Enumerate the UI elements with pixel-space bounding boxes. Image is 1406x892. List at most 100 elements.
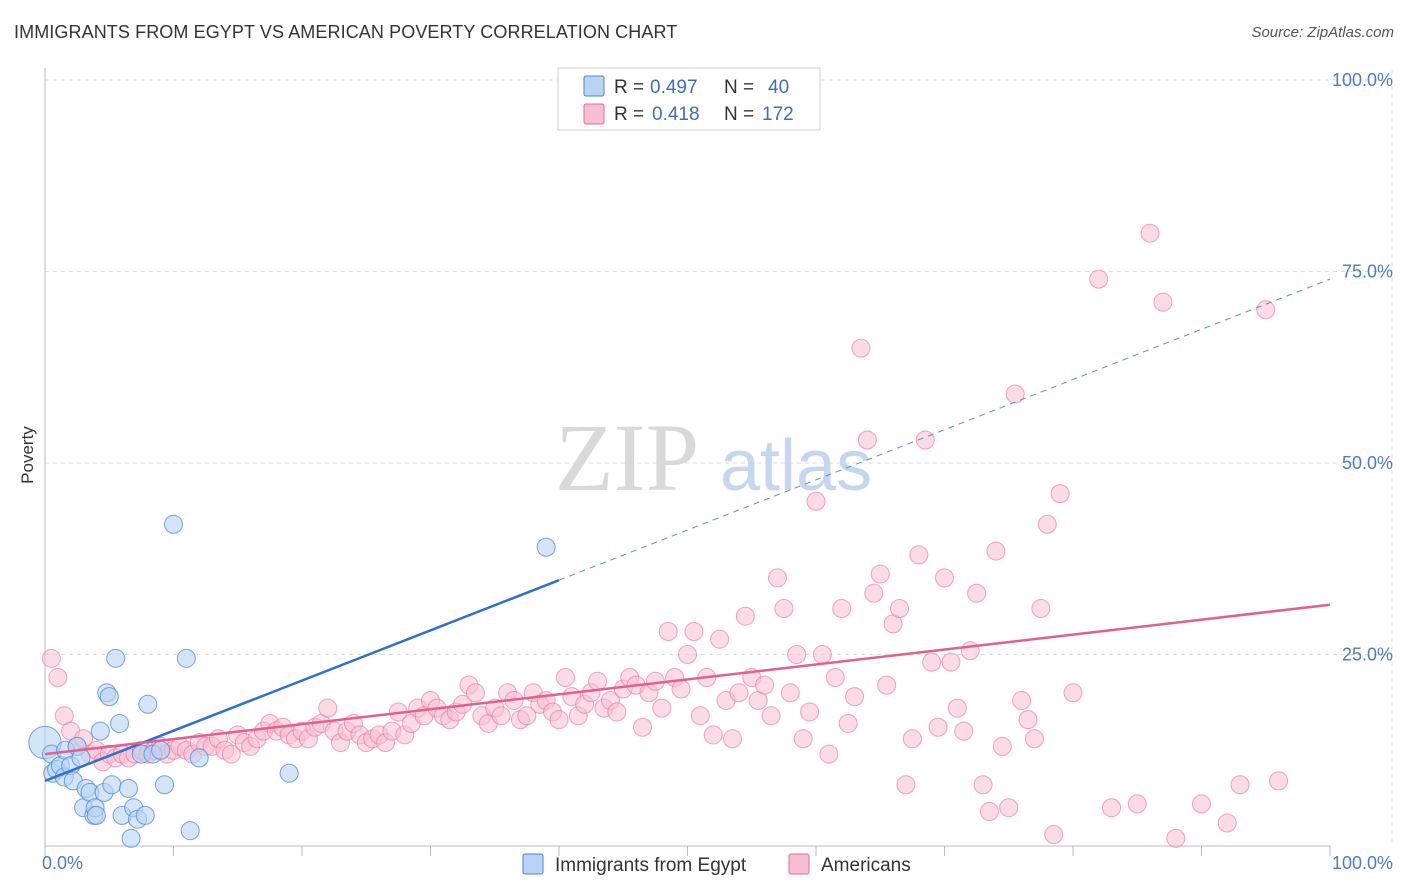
americans-point: [465, 683, 485, 703]
egypt-point: [110, 713, 130, 733]
egypt-point: [102, 775, 122, 795]
americans-point: [793, 729, 813, 749]
americans-point: [1140, 223, 1160, 243]
americans-point: [1037, 514, 1057, 534]
americans-point: [491, 706, 511, 726]
egypt-point: [164, 514, 183, 534]
chart-title: IMMIGRANTS FROM EGYPT VS AMERICAN POVERT…: [14, 22, 678, 42]
americans-point: [1153, 292, 1173, 312]
americans-point: [735, 606, 755, 626]
americans-point: [318, 698, 338, 718]
egypt-points: [28, 514, 556, 848]
source-label: Source: ZipAtlas.com: [1251, 24, 1394, 41]
americans-point: [832, 599, 852, 619]
legend-r-label-egypt: R =: [614, 77, 644, 98]
legend-r-americans: 0.418: [652, 104, 700, 125]
egypt-point: [121, 828, 141, 848]
egypt-point: [180, 821, 200, 841]
americans-point: [806, 491, 826, 511]
americans-point: [1256, 300, 1276, 320]
x-tick-label: 100.0%: [1332, 853, 1393, 873]
legend-swatch-egypt: [583, 75, 605, 97]
egypt-point: [279, 763, 299, 783]
americans-point: [812, 645, 832, 664]
americans-trend-line: [44, 603, 1331, 756]
bottom-legend-swatch-americans: [788, 853, 810, 875]
americans-point: [652, 698, 672, 718]
americans-point: [1024, 729, 1044, 749]
grid-lines: [45, 70, 1393, 846]
y-tick-label: 100.0%: [1332, 70, 1393, 90]
bottom-legend: Immigrants from Egypt Americans: [522, 853, 911, 876]
americans-point: [722, 729, 742, 749]
americans-point: [1166, 828, 1186, 848]
americans-point: [1018, 710, 1038, 730]
americans-point: [800, 702, 820, 722]
egypt-point: [90, 721, 110, 741]
americans-point: [678, 645, 697, 664]
americans-point: [870, 564, 890, 584]
americans-point: [1192, 794, 1211, 814]
americans-point: [838, 713, 858, 733]
americans-point: [890, 599, 910, 619]
egypt-point: [138, 694, 158, 714]
legend-n-label-egypt: N =: [724, 77, 754, 98]
americans-points: [41, 223, 1289, 848]
egypt-trend-line: [44, 579, 560, 783]
americans-point: [1102, 798, 1122, 818]
americans-point: [767, 568, 787, 588]
americans-point: [684, 622, 704, 642]
americans-point: [690, 706, 710, 726]
bottom-legend-americans: Americans: [821, 855, 911, 876]
americans-point: [973, 775, 993, 795]
egypt-point: [135, 805, 155, 825]
americans-point: [935, 568, 954, 588]
americans-point: [555, 667, 575, 687]
axes: [44, 68, 1331, 856]
watermark-atlas: atlas: [720, 426, 872, 506]
americans-point: [41, 648, 61, 668]
americans-point: [761, 706, 781, 726]
tick-labels: 25.0% 50.0% 75.0% 100.0% 0.0% 100.0%: [42, 70, 1393, 873]
watermark: ZIP atlas: [555, 404, 872, 511]
americans-point: [864, 583, 884, 603]
americans-point: [896, 775, 916, 795]
legend-n-americans: 172: [762, 104, 794, 125]
americans-point: [986, 541, 1006, 561]
egypt-trend-extension: [558, 278, 1331, 581]
americans-point: [819, 744, 839, 764]
americans-point: [787, 645, 807, 664]
egypt-point: [119, 779, 139, 799]
americans-point: [1230, 775, 1250, 795]
x-tick-label: 0.0%: [42, 853, 83, 873]
americans-point: [909, 545, 929, 565]
legend-swatch-americans: [583, 103, 605, 125]
legend: R = 0.497 N = 40 R = 0.418 N = 172: [557, 67, 821, 131]
americans-point: [755, 675, 775, 695]
americans-point: [902, 729, 922, 749]
egypt-point: [536, 537, 556, 557]
americans-point: [1217, 813, 1237, 833]
americans-point: [588, 671, 608, 691]
y-tick-label: 50.0%: [1342, 453, 1393, 473]
americans-point: [845, 687, 865, 707]
americans-point: [992, 736, 1012, 756]
americans-point: [1005, 384, 1025, 404]
americans-point: [729, 683, 749, 703]
americans-point: [658, 622, 678, 642]
americans-point: [703, 725, 723, 745]
trend-lines: [44, 278, 1331, 783]
americans-point: [979, 802, 999, 822]
egypt-point: [176, 648, 196, 668]
americans-point: [607, 702, 627, 722]
americans-point: [941, 652, 961, 672]
egypt-point: [151, 740, 171, 760]
americans-point: [825, 667, 845, 687]
americans-point: [221, 744, 241, 764]
legend-n-egypt: 40: [768, 77, 789, 98]
americans-point: [1044, 825, 1064, 845]
americans-point: [1050, 484, 1070, 504]
americans-point: [928, 717, 948, 737]
americans-point: [517, 706, 537, 726]
